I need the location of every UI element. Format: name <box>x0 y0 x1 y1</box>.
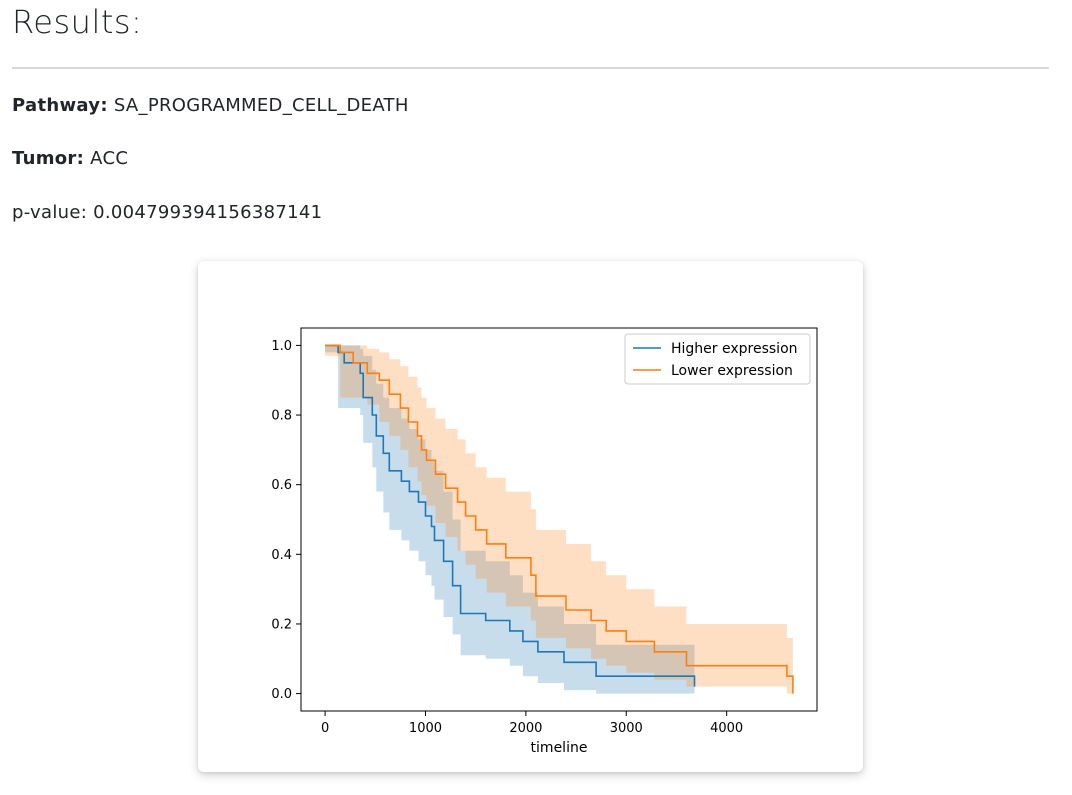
y-tick-label: 0.2 <box>271 617 292 632</box>
pvalue-value: 0.004799394156387141 <box>93 202 323 223</box>
pvalue-label: p-value: <box>12 202 88 223</box>
survival-line-series-1 <box>325 344 696 687</box>
y-tick-label: 0.6 <box>271 478 292 493</box>
legend-label-series-2: Lower expression <box>671 363 793 379</box>
x-tick-label: 2000 <box>509 721 542 736</box>
x-tick-label: 1000 <box>409 721 442 736</box>
ci-band-series-2 <box>325 345 793 694</box>
survival-plot: 0 1000 2000 3000 4000 0.0 0.2 0.4 0.6 0.8 1.0 timel… <box>271 327 818 756</box>
legend-box <box>624 333 811 385</box>
pathway-line: Pathway: SA_PROGRAMMED_CELL_DEATH <box>12 95 409 117</box>
tumor-value: ACC <box>90 148 129 169</box>
y-tick-label: 0.0 <box>271 687 292 702</box>
x-tick-label: 3000 <box>610 721 643 736</box>
plot-frame <box>300 327 818 712</box>
x-tick-label: 4000 <box>710 721 743 736</box>
survival-plot-card: 0 1000 2000 3000 4000 0.0 0.2 0.4 0.6 0.8 1.0 timel… <box>198 261 863 772</box>
survival-line-series-2 <box>325 344 794 694</box>
y-tick-label: 0.8 <box>271 409 292 424</box>
y-tick-label: 0.4 <box>271 548 292 563</box>
legend-label-series-1: Higher expression <box>671 341 798 357</box>
tumor-label: Tumor: <box>12 148 85 169</box>
x-tick-label: 0 <box>321 721 329 736</box>
x-axis-label: timeline <box>531 740 588 756</box>
y-tick-label: 1.0 <box>271 339 292 354</box>
pathway-label: Pathway: <box>12 95 108 116</box>
pvalue-line: p-value: 0.004799394156387141 <box>12 202 322 224</box>
tumor-line: Tumor: ACC <box>12 148 128 170</box>
page-title: Results: <box>12 3 143 41</box>
title-divider <box>12 67 1049 69</box>
pathway-value: SA_PROGRAMMED_CELL_DEATH <box>113 95 409 116</box>
